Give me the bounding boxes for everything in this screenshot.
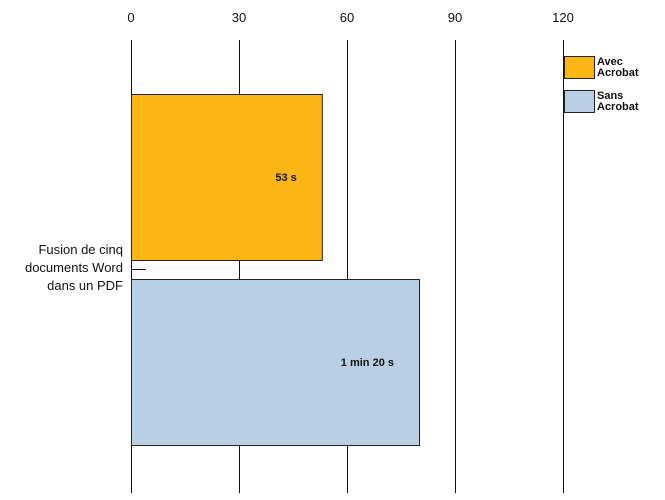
x-tick-label: 60 [340,10,354,25]
legend-label: Avec [597,56,623,68]
legend-swatch [564,90,595,113]
x-tick-label: 30 [232,10,246,25]
bars: 53 s 1 min 20 s [131,94,420,446]
legend-label: Sans [597,90,623,102]
category-label-line: dans un PDF [47,278,123,293]
x-axis: 0 30 60 90 120 [127,10,573,25]
bar-value-label: 1 min 20 s [341,357,394,369]
bar-avec-acrobat [131,94,323,261]
x-tick-label: 0 [127,10,134,25]
legend-label: Acrobat [597,67,639,79]
category-label-line: documents Word [25,260,123,275]
legend-swatch [564,56,595,79]
category-label-line: Fusion de cinq [38,242,123,257]
category-labels: Fusion de cinq documents Word dans un PDF [25,242,146,293]
x-tick-label: 120 [552,10,574,25]
x-tick-label: 90 [448,10,462,25]
legend-label: Acrobat [597,101,639,113]
bar-value-label: 53 s [275,172,296,184]
bar-sans-acrobat [131,279,420,446]
